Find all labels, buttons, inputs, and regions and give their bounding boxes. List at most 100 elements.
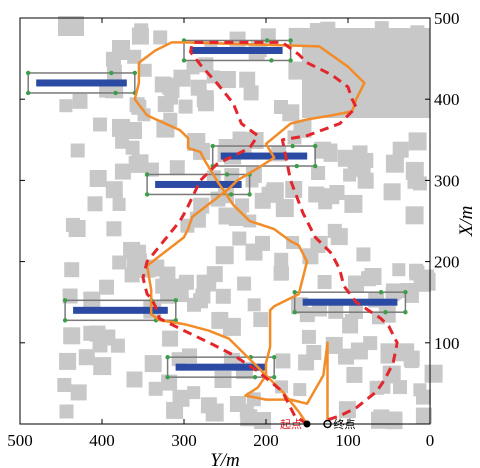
obstacle [317,275,332,289]
obstacle [200,397,217,414]
box-corner-dot [247,192,252,197]
obstacle [182,348,197,364]
vehicle-bar [175,363,267,371]
box-corner-dot [113,90,118,96]
vehicle-box [146,173,251,196]
obstacle [72,93,88,109]
obstacle [186,61,200,75]
obstacle [218,139,236,156]
obstacle [124,267,140,283]
box-corner-dot [288,58,293,63]
vehicle-box [64,299,177,322]
box-corner-dot [109,70,114,76]
obstacle [178,99,193,114]
obstacle [89,170,107,187]
obstacle [275,353,291,369]
obstacle [120,122,136,138]
obstacle [405,161,424,180]
vehicle-box-layer [26,38,408,380]
box-corner-dot [181,58,187,63]
box-corner-dot [383,310,388,315]
y-tick-label: 500 [434,9,460,28]
obstacle [123,241,141,259]
box-corner-dot [313,143,318,149]
box-corner-dot [228,192,234,197]
y-tick-label: 100 [434,334,460,353]
obstacle [87,196,103,212]
dashed-path [141,40,399,426]
box-corner-dot [269,58,274,63]
obstacle [408,132,427,151]
obstacle [239,71,256,88]
obstacle [413,383,427,397]
y-tick-label: 200 [434,253,460,272]
obstacle [374,21,389,36]
box-corner-dot [292,290,297,295]
obstacle [193,197,210,214]
box-corner-dot [173,298,178,303]
box-corner-dot [26,90,31,96]
obstacle [65,217,80,232]
obstacle [344,313,358,327]
box-corner-dot [378,290,384,295]
obstacle [153,30,168,45]
vehicle-box [211,145,316,167]
obstacle [383,183,401,201]
plot-frame [19,17,431,425]
obstacle [110,338,125,353]
box-corner-dot [62,298,68,303]
obstacle [187,133,206,151]
x-tick-label: 400 [89,431,115,450]
obstacle [99,83,114,98]
x-tick-label: 300 [171,431,197,450]
obstacle [165,83,180,98]
obstacle [400,283,416,298]
obstacle [288,27,306,45]
x-tick-label: 100 [335,431,361,450]
obstacle [266,182,284,200]
obstacle [393,380,407,395]
obstacle [301,329,316,344]
obstacle [243,85,259,101]
box-corner-dot [272,374,277,380]
obstacle [172,389,190,407]
obstacle [306,345,322,360]
obstacle [311,166,326,180]
obstacle [338,348,354,365]
obstacle [224,168,240,184]
box-corner-dot [144,172,150,177]
vehicle-bar [73,306,168,314]
obstacle [57,378,72,392]
obstacle [127,49,142,64]
obstacle [323,188,340,205]
box-corner-dot [165,354,170,360]
box-corner-dot [272,354,277,360]
obstacle [93,357,112,376]
obstacle [125,140,140,155]
obstacle [328,303,344,319]
box-corner-dot [132,70,137,76]
box-corner-dot [264,38,270,43]
obstacle [161,374,178,391]
path-layer [133,40,399,426]
obstacle [214,371,232,388]
obstacle [196,90,214,108]
obstacle [232,231,247,246]
box-corner-dot [288,38,293,43]
obstacle [399,343,415,359]
vehicle-bar [192,46,283,54]
x-tick-label: 200 [253,431,279,450]
obstacle [78,349,95,366]
obstacle [276,266,289,280]
box-corner-dot [224,172,230,177]
box-corner-dot [252,374,258,380]
obstacle [385,283,402,300]
obstacle [356,247,371,262]
obstacle [410,25,425,40]
obstacle [424,364,443,383]
obstacle [172,283,189,300]
obstacle [405,206,424,225]
obstacle [187,386,201,400]
obstacle [385,412,403,430]
